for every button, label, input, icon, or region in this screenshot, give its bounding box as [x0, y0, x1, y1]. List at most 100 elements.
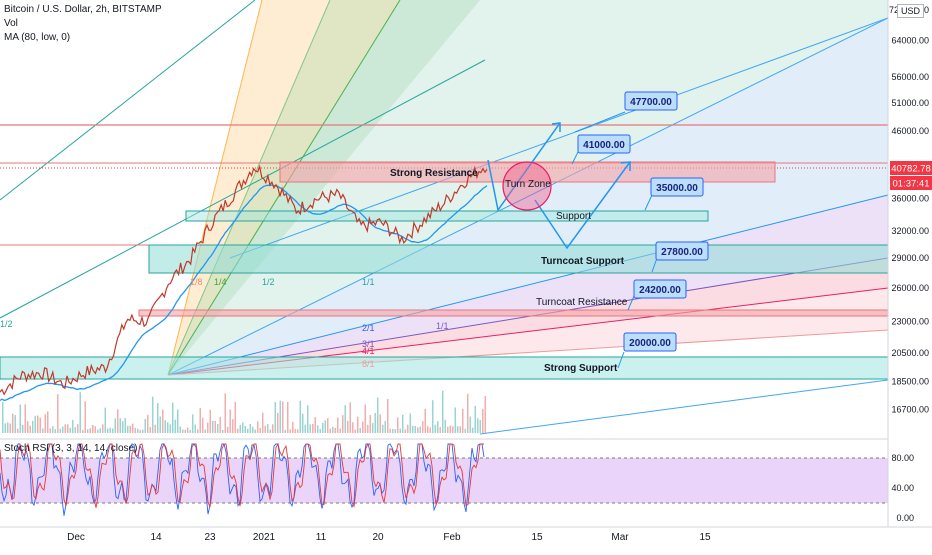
volume-bar [437, 421, 439, 433]
volume-bar [224, 393, 226, 433]
target-leader-35000 [644, 194, 653, 211]
volume-bar [167, 422, 169, 433]
volume-bar [214, 421, 216, 433]
volume-bar [147, 414, 149, 433]
volume-bar [74, 427, 76, 433]
volume-bar [249, 423, 251, 433]
volume-bar [14, 415, 16, 433]
volume-bar [194, 424, 196, 433]
volume-bar [219, 417, 221, 433]
price-axis[interactable]: 72,000.0064000.0056000.0051000.0046000.0… [0, 0, 932, 528]
target-leader-41000 [571, 151, 579, 165]
volume-legend[interactable]: Vol [4, 18, 18, 29]
volume-bar [109, 427, 111, 433]
target-box-27800[interactable] [655, 241, 709, 261]
label-strong-resistance: Strong Resistance [390, 168, 478, 179]
volume-bar [212, 420, 214, 433]
currency-button[interactable]: USD [897, 4, 925, 18]
volume-bar [474, 405, 476, 433]
volume-bar [97, 429, 99, 433]
volume-bar [369, 415, 371, 433]
turncoat-resistance-zone[interactable] [138, 309, 889, 317]
volume-bar [72, 419, 74, 433]
volume-bar [52, 426, 54, 433]
volume-bar [59, 428, 61, 433]
volume-bar [444, 419, 446, 433]
volume-bar [89, 428, 91, 433]
volume-bar [37, 415, 39, 433]
volume-bar [349, 402, 351, 433]
volume-bar [359, 428, 361, 433]
price-tick-1: 64000.00 [891, 35, 929, 45]
volume-bar [247, 428, 249, 433]
time-label-dec: Dec [67, 532, 85, 543]
volume-bar [67, 424, 69, 433]
volume-bar [4, 423, 6, 433]
volume-bar [34, 415, 36, 433]
volume-bar [299, 400, 301, 433]
fan-label-4-1: 4/1 [362, 346, 375, 356]
volume-bar [82, 429, 84, 433]
turn-zone-circle[interactable] [502, 161, 552, 211]
symbol-title[interactable]: Bitcoin / U.S. Dollar, 2h, BITSTAMP [4, 4, 162, 15]
volume-bar [114, 418, 116, 433]
volume-bar [9, 423, 11, 433]
volume-bar [327, 418, 329, 433]
ma-legend[interactable]: MA (80, low, 0) [4, 32, 71, 43]
volume-bar [384, 421, 386, 433]
zones [0, 161, 889, 380]
stoch-rsi-legend[interactable]: Stoch RSI (3, 3, 14, 14, close) [4, 443, 138, 454]
fan-label-1-1: 1/1 [362, 277, 375, 287]
countdown-value: 01:37:41 [893, 179, 930, 190]
volume-bar [162, 409, 164, 433]
volume-bar [429, 427, 431, 433]
volume-bar [232, 419, 234, 433]
volume-bar [462, 408, 464, 433]
volume-bar [49, 428, 51, 433]
volume-bar [414, 426, 416, 433]
target-box-20000[interactable] [623, 332, 677, 352]
trend-line-1 [0, 0, 256, 201]
volume-bar [422, 421, 424, 433]
price-tick-10: 20500.00 [891, 348, 929, 358]
fan-label-1-2: 1/2 [262, 277, 275, 287]
fan-zone-2 [168, 0, 480, 375]
volume-bar [289, 429, 291, 433]
volume-bar [142, 429, 144, 433]
volume-bar [2, 402, 4, 433]
volume-bar [152, 396, 154, 433]
fan-zone-3 [168, 0, 888, 375]
target-leader-47700 [574, 111, 626, 133]
volume-bar [447, 426, 449, 433]
volume-bar [432, 400, 434, 433]
volume-bar [47, 411, 49, 433]
volume-bar [412, 425, 414, 433]
target-box-24200[interactable] [633, 279, 687, 299]
price-tick-7: 29000.00 [891, 253, 929, 263]
volume-bar [284, 429, 286, 433]
volume-bar [197, 429, 199, 433]
volume-bar [399, 428, 401, 433]
volume-bar [477, 418, 479, 433]
volume-bar [252, 426, 254, 433]
volume-bar [234, 401, 236, 433]
support-zone[interactable] [185, 210, 709, 222]
strong-support-zone[interactable] [0, 356, 889, 380]
volume-bar [192, 414, 194, 433]
target-box-41000[interactable] [577, 134, 631, 154]
volume-bar [287, 402, 289, 433]
label-turncoat-support: Turncoat Support [541, 256, 625, 267]
turncoat-support-zone[interactable] [148, 244, 889, 274]
volume-bar [54, 429, 56, 433]
volume-bar [174, 419, 176, 433]
rsi-tick-0: 80.00 [891, 453, 914, 463]
target-box-35000[interactable] [650, 177, 704, 197]
volume-bar [379, 414, 381, 433]
volume-bar [374, 413, 376, 433]
time-label-11: 11 [315, 532, 327, 543]
target-box-47700[interactable] [624, 91, 678, 111]
volume-bar [102, 424, 104, 433]
volume-bar [339, 428, 341, 433]
